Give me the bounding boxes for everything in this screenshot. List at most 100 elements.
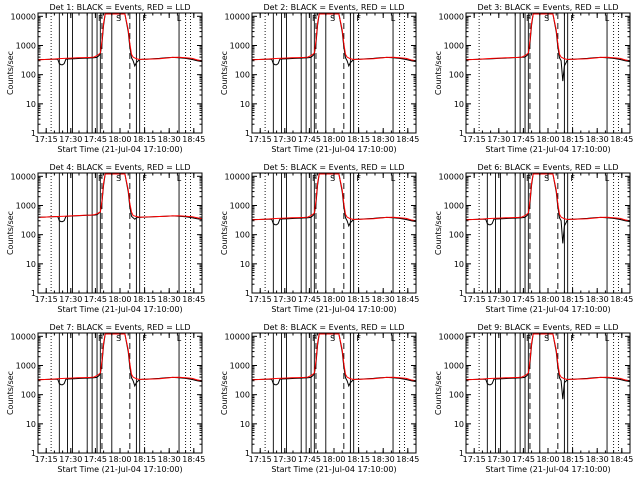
x-tick-label: 17:15 [249,135,272,144]
plot-frame [251,12,417,134]
y-tick-label: 1000 [16,201,36,210]
y-tick-label: 100 [21,231,36,240]
y-tick-label: 100 [235,391,250,400]
x-tick-label: 18:00 [108,295,131,304]
x-tick-label: 18:45 [610,455,633,464]
y-tick-label: 1 [245,289,250,298]
y-tick-label: 10 [454,260,464,269]
x-tick-label: 18:00 [536,135,559,144]
detector-panel-9: Det 9: BLACK = Events, RED = LLD F S F L 1 10 1… [434,323,633,474]
y-tick-label: 1000 [16,361,36,370]
detector-panel-2: Det 2: BLACK = Events, RED = LLD F S F L 1 10 1… [220,3,419,154]
y-tick-label: 1000 [230,41,250,50]
panel-title: Det 4: BLACK = Events, RED = LLD [50,163,191,172]
y-tick-label: 1000 [230,201,250,210]
y-tick-label: 1 [459,129,464,138]
plot-frame [37,12,203,134]
time-marker-label: S [116,334,121,343]
x-tick-label: 17:30 [487,295,510,304]
x-tick-label: 18:15 [347,295,370,304]
time-marker-label: L [177,334,182,343]
x-tick-label: 17:45 [84,455,107,464]
x-tick-label: 18:30 [372,135,395,144]
detector-panel-8: Det 8: BLACK = Events, RED = LLD F S F L 1 10 1… [220,323,419,474]
detector-panel-3: Det 3: BLACK = Events, RED = LLD F S F L 1 10 1… [434,3,633,154]
panel-title: Det 6: BLACK = Events, RED = LLD [478,163,619,172]
y-tick-label: 10 [240,260,250,269]
time-marker-label: F [526,14,531,23]
x-tick-label: 18:30 [372,455,395,464]
y-tick-label: 10000 [439,172,464,181]
x-tick-label: 18:45 [182,135,205,144]
y-axis-title: Counts/sec [220,371,229,415]
time-marker-label: F [98,334,103,343]
time-marker-label: S [330,14,335,23]
y-tick-label: 10000 [11,172,36,181]
x-tick-label: 17:30 [273,295,296,304]
x-tick-label: 17:45 [84,295,107,304]
x-tick-label: 17:15 [35,135,58,144]
x-tick-label: 17:30 [59,295,82,304]
time-marker-label: F [570,334,575,343]
detector-panel-7: Det 7: BLACK = Events, RED = LLD F S F L 1 10 1… [6,323,205,474]
y-axis-title: Counts/sec [6,51,15,95]
x-tick-label: 18:00 [322,295,345,304]
time-marker-label: S [330,174,335,183]
x-tick-label: 18:45 [396,295,419,304]
x-tick-label: 18:15 [561,455,584,464]
x-tick-label: 17:30 [59,135,82,144]
time-marker-label: F [356,174,361,183]
x-tick-label: 18:00 [322,455,345,464]
x-tick-label: 18:00 [322,135,345,144]
x-tick-label: 18:45 [396,135,419,144]
x-tick-label: 18:45 [396,455,419,464]
x-tick-label: 17:45 [298,295,321,304]
y-tick-label: 100 [449,71,464,80]
x-tick-label: 18:15 [347,135,370,144]
x-axis-title: Start Time (21-Jul-04 17:10:00) [57,465,182,474]
y-tick-label: 100 [235,231,250,240]
x-axis-title: Start Time (21-Jul-04 17:10:00) [271,145,396,154]
x-axis-title: Start Time (21-Jul-04 17:10:00) [485,465,610,474]
time-marker-label: S [544,14,549,23]
y-tick-label: 10000 [225,332,250,341]
y-tick-label: 10 [26,420,36,429]
y-tick-label: 100 [449,231,464,240]
x-tick-label: 18:45 [182,295,205,304]
time-marker-label: F [312,174,317,183]
x-tick-label: 17:15 [35,295,58,304]
panel-title: Det 3: BLACK = Events, RED = LLD [478,3,619,12]
y-tick-label: 10000 [225,12,250,21]
y-axis-title: Counts/sec [6,211,15,255]
x-tick-label: 18:30 [586,295,609,304]
y-axis-title: Counts/sec [434,211,443,255]
y-tick-label: 1000 [16,41,36,50]
y-tick-label: 10 [454,100,464,109]
detector-panel-6: Det 6: BLACK = Events, RED = LLD F S F L 1 10 1… [434,163,633,314]
time-marker-label: F [356,14,361,23]
x-tick-label: 17:15 [463,295,486,304]
y-tick-label: 10000 [11,12,36,21]
x-axis-title: Start Time (21-Jul-04 17:10:00) [57,145,182,154]
time-marker-label: L [177,174,182,183]
x-tick-label: 17:15 [249,455,272,464]
panel-title: Det 7: BLACK = Events, RED = LLD [50,323,191,332]
x-tick-label: 17:45 [512,295,535,304]
y-tick-label: 1000 [444,361,464,370]
y-tick-label: 10 [454,420,464,429]
time-marker-label: F [142,334,147,343]
x-tick-label: 18:15 [561,135,584,144]
panel-title: Det 8: BLACK = Events, RED = LLD [264,323,405,332]
x-tick-label: 17:45 [84,135,107,144]
y-tick-label: 10 [240,100,250,109]
x-tick-label: 17:45 [298,455,321,464]
time-marker-label: L [391,14,396,23]
x-tick-label: 18:15 [133,295,156,304]
time-marker-label: L [605,334,610,343]
x-axis-title: Start Time (21-Jul-04 17:10:00) [271,465,396,474]
x-tick-label: 18:30 [158,135,181,144]
x-tick-label: 17:30 [273,455,296,464]
x-tick-label: 18:15 [561,295,584,304]
time-marker-label: F [526,334,531,343]
